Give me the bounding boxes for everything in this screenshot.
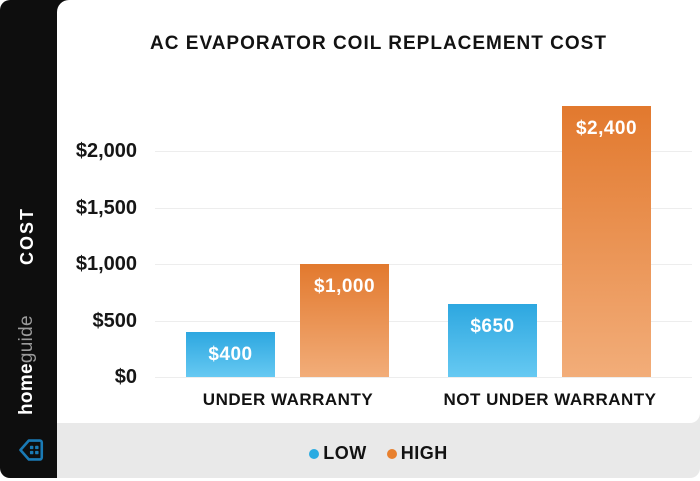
y-tick-label: $1,500: [75, 196, 137, 219]
high-dot-icon: [386, 448, 397, 459]
homeguide-house-icon: [17, 436, 45, 464]
legend: LOW HIGH: [57, 443, 700, 464]
bar-value-label: $400: [208, 343, 253, 365]
legend-item-low: LOW: [309, 443, 367, 464]
y-tick-label: $0: [114, 366, 137, 388]
chart-title: AC EVAPORATOR COIL REPLACEMENT COST: [150, 33, 607, 54]
low-dot-icon: [309, 448, 320, 459]
bar-value-label: $1,000: [313, 276, 376, 297]
category-label-1: UNDER WARRANTY: [202, 390, 374, 409]
y-tick-label: $2,000: [75, 140, 137, 162]
bar-high-2: $2,400: [562, 105, 651, 377]
bar-low-2: $650: [448, 303, 537, 377]
gridline-0: [155, 377, 692, 378]
y-tick-label: $1,000: [75, 253, 137, 275]
gridline-1000: [155, 264, 692, 265]
y-tick-label: $500: [92, 309, 138, 332]
bar-value-label: $2,400: [575, 117, 638, 139]
gridline-2000: [155, 151, 692, 152]
bar-high-1: $1,000: [300, 264, 389, 377]
bar-value-label: $650: [470, 315, 515, 337]
gridline-1500: [155, 207, 692, 209]
legend-high-label: HIGH: [400, 443, 448, 463]
gridline-500: [155, 320, 692, 322]
legend-item-high: HIGH: [386, 443, 448, 464]
bar-low-1: $400: [186, 331, 275, 377]
legend-low-label: LOW: [323, 443, 367, 463]
category-label-2: NOT UNDER WARRANTY: [443, 390, 657, 409]
